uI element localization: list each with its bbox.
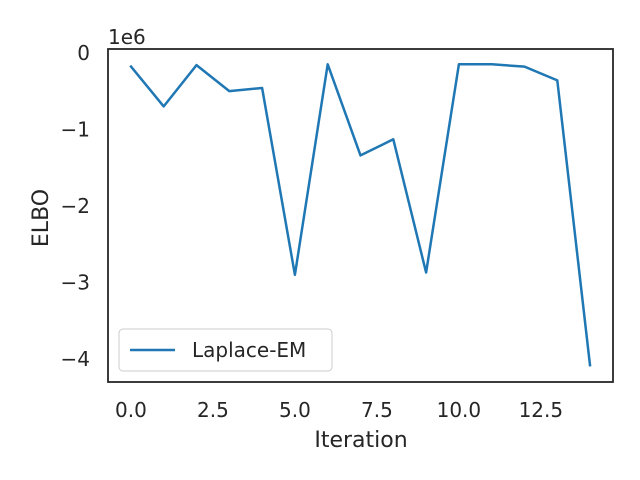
legend-label: Laplace-EM — [192, 338, 306, 362]
plot-area: 0.0 2.5 5.0 7.5 10.0 12.5 0 −1 −2 −3 −4 — [61, 41, 614, 422]
y-tick-label: −2 — [61, 194, 90, 218]
y-tick-label: −4 — [61, 347, 90, 371]
y-tick-label: 0 — [77, 41, 90, 65]
y-tick-label: −1 — [61, 117, 90, 141]
y-tick-label: −3 — [61, 270, 90, 294]
legend: Laplace-EM — [118, 328, 333, 372]
x-tick-label: 2.5 — [197, 398, 229, 422]
x-axis-label: Iteration — [314, 428, 407, 453]
x-tick-label: 12.5 — [519, 398, 564, 422]
y-offset-label: 1e6 — [108, 25, 146, 49]
x-tick-label: 5.0 — [279, 398, 311, 422]
y-axis-label: ELBO — [29, 189, 54, 247]
axes-frame — [107, 48, 614, 383]
legend-box — [118, 328, 333, 372]
x-tick-label: 10.0 — [437, 398, 482, 422]
x-tick-label: 0.0 — [115, 398, 147, 422]
x-tick-label: 7.5 — [361, 398, 393, 422]
series-line-0 — [129, 63, 592, 367]
